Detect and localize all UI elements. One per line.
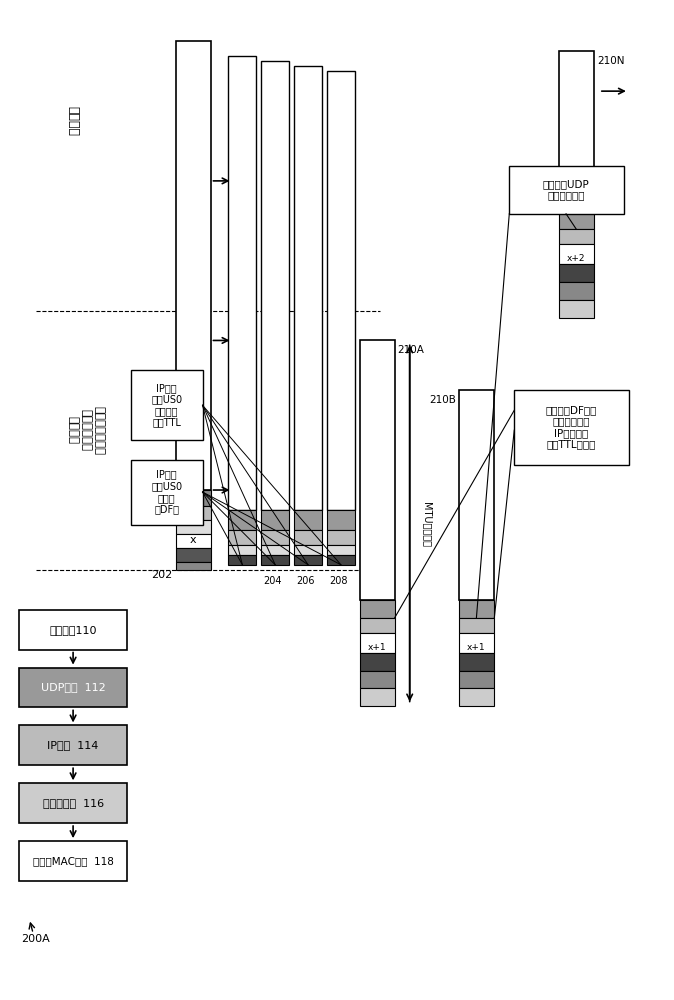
Bar bbox=[262, 555, 289, 565]
Bar bbox=[460, 633, 494, 653]
Bar bbox=[559, 51, 594, 211]
Text: 208: 208 bbox=[329, 576, 348, 586]
Text: 以太网MAC硬件  118: 以太网MAC硬件 118 bbox=[32, 856, 113, 866]
Text: 204: 204 bbox=[264, 576, 282, 586]
Bar bbox=[228, 56, 256, 510]
Bar bbox=[327, 555, 355, 565]
Bar bbox=[460, 688, 494, 706]
Bar bbox=[460, 600, 494, 618]
Bar bbox=[559, 282, 594, 300]
Bar bbox=[360, 633, 395, 653]
Bar bbox=[514, 390, 629, 465]
Bar bbox=[262, 510, 289, 530]
Text: x+1: x+1 bbox=[467, 643, 486, 652]
Bar bbox=[360, 340, 395, 600]
Bar bbox=[360, 688, 395, 706]
Bar bbox=[327, 530, 355, 545]
Bar bbox=[559, 264, 594, 282]
Bar bbox=[360, 618, 395, 633]
Bar bbox=[559, 229, 594, 244]
Bar bbox=[176, 534, 210, 548]
Bar bbox=[131, 370, 203, 440]
Bar bbox=[228, 510, 256, 530]
Bar bbox=[131, 460, 203, 525]
Text: x+2: x+2 bbox=[567, 254, 585, 263]
Bar bbox=[262, 545, 289, 555]
Bar bbox=[176, 41, 210, 490]
Bar bbox=[559, 211, 594, 229]
Bar bbox=[228, 545, 256, 555]
Bar bbox=[20, 668, 127, 707]
Bar bbox=[294, 530, 322, 545]
Text: IP堆栈
设置US0
数据包
的DF位: IP堆栈 设置US0 数据包 的DF位 bbox=[151, 470, 182, 514]
Text: 以太网驱动器）: 以太网驱动器） bbox=[92, 406, 106, 455]
Text: MTU大小的帧: MTU大小的帧 bbox=[422, 502, 431, 547]
Bar bbox=[327, 545, 355, 555]
Bar bbox=[20, 725, 127, 765]
Bar bbox=[176, 548, 210, 562]
Bar bbox=[294, 555, 322, 565]
Text: 200A: 200A bbox=[22, 934, 50, 944]
Text: 210B: 210B bbox=[429, 395, 456, 405]
Text: 内核模式: 内核模式 bbox=[67, 416, 80, 444]
Text: 206: 206 bbox=[296, 576, 315, 586]
Bar bbox=[360, 653, 395, 671]
Bar bbox=[559, 300, 594, 318]
Text: IP硬件  114: IP硬件 114 bbox=[47, 740, 99, 750]
Text: 210N: 210N bbox=[597, 56, 624, 66]
Text: UDP硬件  112: UDP硬件 112 bbox=[40, 682, 105, 692]
Bar bbox=[327, 510, 355, 530]
Text: 硬件更新UDP
长度和校验和: 硬件更新UDP 长度和校验和 bbox=[543, 179, 590, 201]
Bar bbox=[294, 545, 322, 555]
Text: （网络堆栈和: （网络堆栈和 bbox=[80, 409, 92, 451]
Bar bbox=[20, 783, 127, 823]
Text: 以太网硬件  116: 以太网硬件 116 bbox=[42, 798, 104, 808]
Bar bbox=[460, 390, 494, 600]
Bar bbox=[228, 530, 256, 545]
Text: 硬件保留DF位，
更新总长度、
IP校验和，
选增TTL字段。: 硬件保留DF位， 更新总长度、 IP校验和， 选增TTL字段。 bbox=[545, 405, 596, 450]
Bar bbox=[20, 841, 127, 881]
Bar bbox=[176, 490, 210, 506]
Bar bbox=[510, 166, 624, 214]
Bar bbox=[176, 562, 210, 570]
Bar bbox=[294, 66, 322, 510]
Bar bbox=[460, 653, 494, 671]
Bar bbox=[228, 555, 256, 565]
Text: 用户模式: 用户模式 bbox=[67, 106, 80, 136]
Text: x: x bbox=[189, 535, 196, 545]
Text: 202: 202 bbox=[152, 570, 173, 580]
Bar bbox=[262, 530, 289, 545]
Bar bbox=[176, 506, 210, 520]
Bar bbox=[294, 510, 322, 530]
Bar bbox=[176, 520, 210, 534]
Bar bbox=[20, 610, 127, 650]
Bar bbox=[360, 671, 395, 688]
Text: x+1: x+1 bbox=[367, 643, 386, 652]
Text: IP堆栈
设置US0
数据包的
初始TTL: IP堆栈 设置US0 数据包的 初始TTL bbox=[151, 383, 182, 428]
Bar bbox=[262, 61, 289, 510]
Text: 210A: 210A bbox=[398, 345, 425, 355]
Text: 应用程序110: 应用程序110 bbox=[49, 625, 97, 635]
Bar bbox=[360, 600, 395, 618]
Bar bbox=[460, 671, 494, 688]
Bar bbox=[327, 71, 355, 510]
Bar bbox=[559, 244, 594, 264]
Bar bbox=[460, 618, 494, 633]
